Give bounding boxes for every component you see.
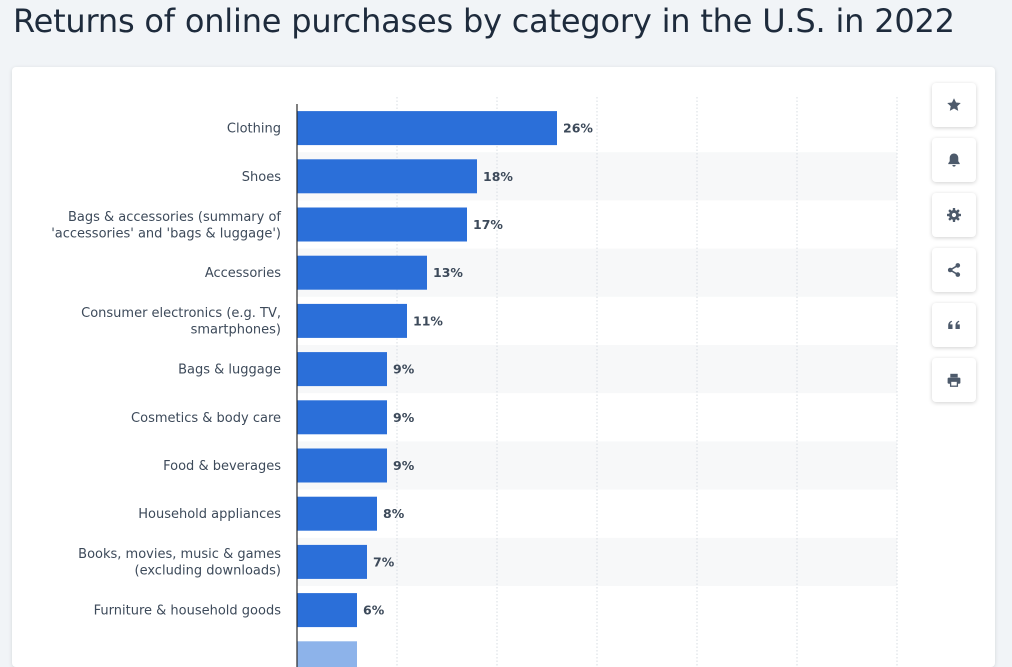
category-label: Clothing	[227, 122, 281, 137]
print-button[interactable]	[932, 358, 976, 402]
value-label: 17%	[473, 217, 503, 232]
category-label: Consumer electronics (e.g. TV, smartphone…	[81, 306, 281, 338]
category-label: Bags & luggage	[178, 363, 281, 378]
category-label: Cosmetics & body care	[131, 411, 281, 426]
bar	[297, 303, 407, 338]
bar	[297, 496, 377, 531]
gear-icon	[947, 208, 961, 222]
settings-button[interactable]	[932, 193, 976, 237]
category-label: Food & beverages	[163, 459, 281, 474]
cite-button[interactable]	[932, 303, 976, 347]
value-label: 18%	[483, 169, 513, 184]
page-title: Returns of online purchases by category …	[13, 2, 955, 40]
bar-chart: 26% Clothing 18% Shoes 17% Bags & accessories…	[51, 97, 898, 667]
category-label: Furniture & household goods	[94, 604, 282, 619]
chart-toolbar	[932, 83, 976, 402]
bell-icon	[948, 153, 960, 167]
bar	[297, 544, 367, 579]
value-label: 7%	[373, 554, 395, 569]
category-label: Household appliances	[138, 507, 281, 522]
value-label: 8%	[383, 506, 405, 521]
bar	[297, 352, 387, 387]
value-label: 11%	[413, 313, 443, 328]
star-icon	[947, 98, 961, 111]
category-label: Books, movies, music & games (excluding d…	[78, 547, 281, 579]
value-label: 6%	[363, 603, 385, 618]
quote-icon	[948, 320, 960, 329]
bar	[297, 159, 477, 194]
bar-partial	[297, 641, 357, 667]
value-label: 9%	[393, 410, 415, 425]
printer-icon	[947, 373, 961, 387]
bar	[297, 255, 427, 290]
value-label: 9%	[393, 458, 415, 473]
bar	[297, 207, 467, 242]
value-label: 13%	[433, 265, 463, 280]
bar	[297, 400, 387, 435]
category-label: Shoes	[242, 170, 281, 185]
bar	[297, 593, 357, 628]
favorite-button[interactable]	[932, 83, 976, 127]
value-label: 9%	[393, 362, 415, 377]
share-icon	[947, 263, 961, 277]
chart-card: 26% Clothing 18% Shoes 17% Bags & accessories…	[12, 67, 995, 667]
category-label: Bags & accessories (summary of'accessori…	[51, 210, 281, 242]
bar	[297, 111, 557, 146]
category-label: Accessories	[205, 266, 281, 281]
share-button[interactable]	[932, 248, 976, 292]
value-label: 26%	[563, 121, 593, 136]
notification-button[interactable]	[932, 138, 976, 182]
bar	[297, 448, 387, 483]
